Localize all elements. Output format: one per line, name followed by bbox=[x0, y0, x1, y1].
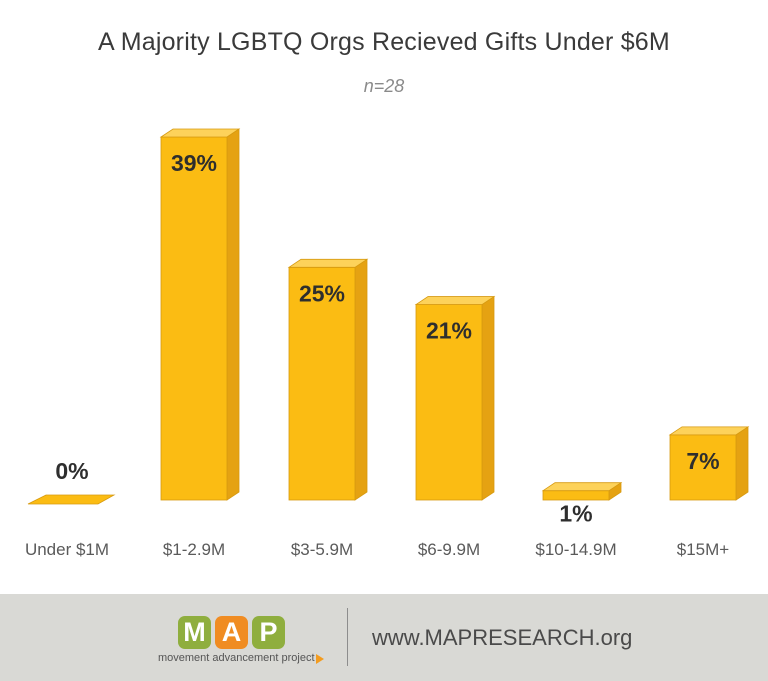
logo-letter-p: P bbox=[252, 616, 285, 649]
value-label-10-14-9m: 1% bbox=[559, 501, 592, 527]
category-label-15m: $15M+ bbox=[677, 540, 730, 559]
footer-divider bbox=[347, 608, 348, 666]
play-arrow-icon bbox=[316, 654, 324, 664]
bar-3-5-9m bbox=[288, 266, 356, 501]
bar-15m bbox=[669, 434, 737, 501]
logo-letter-m: M bbox=[178, 616, 211, 649]
footer-url-link[interactable]: www.MAPRESEARCH.org bbox=[372, 625, 633, 650]
bar-1-2-9m bbox=[160, 136, 228, 501]
bar-top-10-14-9m bbox=[541, 482, 623, 492]
category-label-3-5-9m: $3-5.9M bbox=[291, 540, 353, 559]
chart-subtitle: n=28 bbox=[363, 76, 405, 96]
bar-top-3-5-9m bbox=[287, 258, 369, 268]
bar-top-6-9-9m bbox=[414, 296, 496, 305]
bar-under-1m bbox=[27, 494, 116, 505]
chart-title: A Majority LGBTQ Orgs Recieved Gifts Und… bbox=[98, 28, 670, 56]
logo-letter-a: A bbox=[215, 616, 248, 649]
value-label-under-1m: 0% bbox=[55, 458, 88, 484]
bar-top-1-2-9m bbox=[159, 128, 241, 138]
bar-10-14-9m bbox=[542, 490, 610, 501]
value-label-1-2-9m: 39% bbox=[171, 150, 217, 176]
value-label-3-5-9m: 25% bbox=[299, 280, 345, 306]
bar-top-15m bbox=[668, 426, 750, 436]
bar-6-9-9m bbox=[415, 304, 483, 501]
category-label-10-14-9m: $10-14.9M bbox=[535, 540, 616, 559]
bar-chart: 0% Under $1M 39% $1-2.9M 25% $3-5.9M 21% $6-9.9… bbox=[25, 128, 750, 559]
bar-side-6-9-9m bbox=[481, 295, 495, 501]
category-label-1-2-9m: $1-2.9M bbox=[163, 540, 225, 559]
bar-side-1-2-9m bbox=[226, 128, 240, 501]
value-label-6-9-9m: 21% bbox=[426, 318, 472, 344]
logo-tagline: movement advancement project bbox=[158, 652, 315, 664]
category-label-under-1m: Under $1M bbox=[25, 540, 109, 559]
bar-side-15m bbox=[735, 426, 749, 501]
category-label-6-9-9m: $6-9.9M bbox=[418, 540, 480, 559]
map-logo: M A P movement advancement project bbox=[158, 616, 328, 666]
footer: M A P movement advancement project www.M… bbox=[0, 594, 768, 681]
bar-side-3-5-9m bbox=[354, 258, 368, 501]
value-label-15m: 7% bbox=[686, 448, 719, 474]
